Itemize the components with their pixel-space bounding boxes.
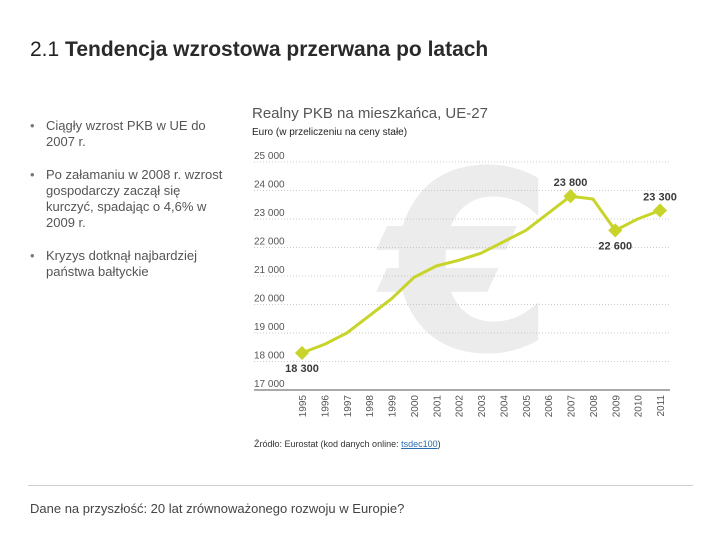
- data-label: 18 300: [285, 363, 319, 375]
- x-tick-label: 1995: [298, 395, 309, 418]
- data-markers: 18 300 23 800 22 600 23 300: [285, 177, 677, 375]
- x-tick-label: 2004: [499, 395, 510, 418]
- data-label: 23 800: [554, 177, 588, 189]
- source-note: Źródło: Eurostat (kod danych online: tsd…: [254, 439, 441, 449]
- x-tick-label: 2005: [522, 395, 533, 418]
- x-tick-label: 2001: [432, 395, 443, 418]
- y-tick-label: 23 000: [254, 208, 285, 219]
- data-marker: [563, 189, 578, 204]
- data-label: 22 600: [598, 240, 632, 252]
- x-tick-label: 1996: [320, 395, 331, 418]
- x-tick-label: 2000: [410, 395, 421, 418]
- chart-subtitle: Euro (w przeliczeniu na ceny stałe): [252, 127, 408, 138]
- y-axis-ticks: 17 000 18 000 19 000 20 000 21 000 22 000 23 0…: [254, 151, 285, 390]
- slide-title: 2.1 Tendencja wzrostowa przerwana po lat…: [30, 38, 488, 62]
- bullet-list: Ciągły wzrost PKB w UE do 2007 r. Po zał…: [30, 118, 230, 297]
- y-tick-label: 17 000: [254, 379, 285, 390]
- slide-title-number: 2.1: [30, 38, 60, 61]
- series-line-gdp: [301, 194, 661, 355]
- y-tick-label: 21 000: [254, 265, 285, 276]
- data-marker: [652, 203, 668, 218]
- slide-title-text: Tendencja wzrostowa przerwana po latach: [65, 38, 489, 61]
- y-tick-label: 25 000: [254, 151, 285, 162]
- bullet-item: Po załamaniu w 2008 r. wzrost gospodarcz…: [30, 167, 230, 231]
- bullet-item: Ciągły wzrost PKB w UE do 2007 r.: [30, 118, 230, 150]
- euro-watermark: €: [376, 145, 555, 409]
- x-tick-label: 1998: [365, 395, 376, 418]
- gdp-line-chart: € 17 000 18 000 19 000 20 000 21 000 22 000 23…: [254, 145, 677, 418]
- footer-text: Dane na przyszłość: 20 lat zrównoważoneg…: [30, 501, 405, 516]
- grid-lines: [254, 161, 670, 391]
- y-tick-label: 22 000: [254, 237, 285, 248]
- x-tick-label: 2011: [656, 395, 667, 417]
- data-marker: [294, 345, 310, 361]
- bullet-item: Kryzys dotknął najbardziej państwa bałty…: [30, 248, 230, 280]
- chart-title: Realny PKB na mieszkańca, UE-27: [252, 105, 488, 122]
- x-tick-label: 2010: [634, 395, 645, 418]
- footer-divider: [28, 485, 693, 486]
- x-tick-label: 1999: [388, 395, 399, 418]
- x-tick-label: 2008: [589, 395, 600, 418]
- x-tick-label: 2006: [544, 395, 555, 418]
- data-label: 23 300: [643, 191, 677, 203]
- y-tick-label: 24 000: [254, 180, 285, 191]
- x-tick-label: 1997: [343, 395, 354, 418]
- x-tick-label: 2009: [611, 395, 622, 418]
- x-axis-ticks: 1995 1996 1997 1998 1999 2000 2001 2002 2003 2004…: [298, 395, 667, 418]
- x-tick-label: 2007: [567, 395, 578, 418]
- source-prefix: Źródło: Eurostat (kod danych online:: [254, 439, 402, 449]
- x-tick-label: 2003: [477, 395, 488, 418]
- x-tick-label: 2002: [455, 395, 466, 418]
- y-tick-label: 20 000: [254, 294, 285, 305]
- y-tick-label: 19 000: [254, 322, 285, 333]
- y-tick-label: 18 000: [254, 351, 285, 362]
- source-code-link[interactable]: tsdec100: [401, 439, 438, 449]
- source-suffix: ): [437, 439, 441, 449]
- data-marker: [608, 223, 623, 238]
